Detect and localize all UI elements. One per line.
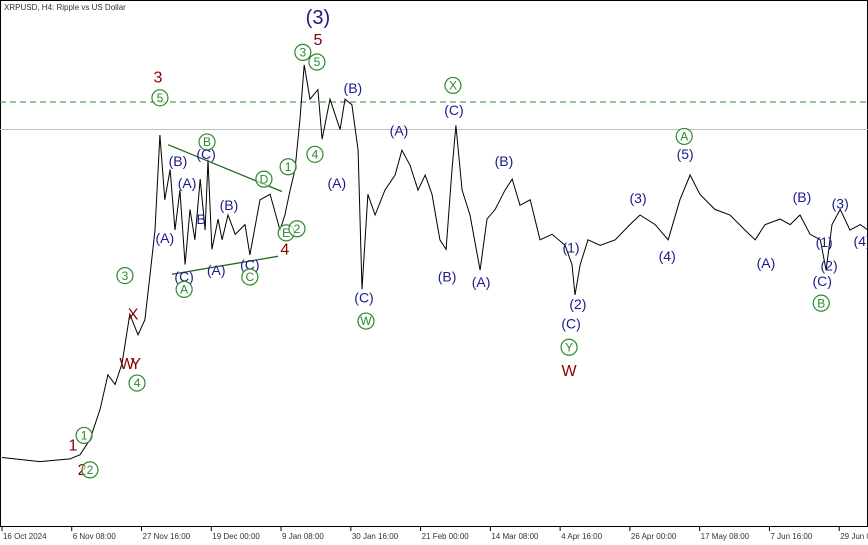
label-circle: [116, 266, 134, 285]
label-circle: [288, 220, 306, 238]
x-tick-label: 14 Mar 08:00: [491, 532, 539, 541]
wave-label: 3: [122, 269, 129, 283]
wave-label: W: [360, 314, 372, 328]
wave-label: (B): [793, 189, 812, 205]
x-tick-label: 9 Jan 08:00: [282, 532, 324, 541]
wave-label: (3): [832, 196, 849, 212]
x-tick-label: 26 Apr 00:00: [631, 532, 677, 541]
trend-line: [171, 255, 279, 275]
wave-label: (4): [854, 233, 868, 249]
wave-label: 1: [285, 160, 292, 174]
wave-label: (3): [306, 7, 330, 29]
wave-label: 2: [294, 222, 301, 236]
x-tick-label: 21 Feb 00:00: [422, 532, 470, 541]
x-tick-label: 27 Nov 16:00: [143, 532, 191, 541]
label-circle: [675, 127, 693, 146]
label-circle: [294, 43, 312, 61]
label-circle: [151, 89, 169, 107]
wave-label: 5: [157, 91, 164, 105]
wave-label: 4: [134, 376, 141, 390]
label-circle: [81, 461, 99, 479]
wave-label: (C): [240, 256, 259, 272]
wave-label: (A): [178, 175, 197, 191]
label-circle: [175, 280, 193, 298]
wave-label: D: [260, 172, 269, 186]
wave-label: (A): [757, 255, 776, 271]
wave-label: (C): [174, 269, 193, 285]
wave-label: (1): [562, 240, 579, 256]
label-circle: [75, 426, 93, 445]
wave-label: (A): [155, 230, 174, 246]
wave-label: (3): [630, 190, 647, 206]
wave-label: 1: [81, 429, 88, 443]
price-line: [1, 64, 868, 463]
wave-label: E: [282, 226, 290, 240]
wave-label: B: [196, 211, 205, 227]
wave-label: (A): [328, 175, 347, 191]
wave-label: (B): [344, 80, 363, 96]
wave-label: (5): [677, 146, 694, 162]
wave-label: (A): [472, 274, 491, 290]
label-circle: [198, 133, 216, 151]
wave-label: 5: [313, 32, 322, 49]
chart-title: XRPUSD, H4: Ripple vs US Dollar: [4, 3, 126, 12]
x-tick-label: 19 Dec 00:00: [212, 532, 260, 541]
wave-label: 5: [314, 55, 321, 69]
wave-label: X: [449, 79, 457, 93]
wave-label: 1: [68, 437, 77, 454]
label-circle: [308, 53, 326, 71]
label-circle: [812, 294, 830, 312]
wave-label: C: [246, 270, 255, 284]
label-circle: [560, 338, 578, 356]
wave-label: (C): [354, 289, 373, 305]
wave-label: W: [119, 356, 135, 373]
wave-label: (B): [169, 153, 188, 169]
x-tick-label: 17 May 08:00: [701, 532, 750, 541]
wave-label: (C): [196, 146, 215, 162]
plot-frame: [0, 0, 868, 527]
wave-label: (B): [438, 269, 457, 285]
wave-label: A: [680, 130, 688, 144]
wave-label: 3: [154, 69, 163, 86]
label-circle: [241, 268, 259, 286]
wave-label: (B): [220, 197, 239, 213]
wave-label: X: [128, 306, 139, 323]
wave-label: (2): [569, 296, 586, 312]
wave-label: 3: [300, 46, 307, 60]
wave-label: Y: [565, 340, 573, 354]
x-tick-label: 29 Jun 0: [840, 532, 868, 541]
wave-label: (C): [812, 273, 831, 289]
label-circle: [128, 374, 146, 392]
x-tick-label: 30 Jan 16:00: [352, 532, 399, 541]
wave-label: 4: [312, 148, 319, 162]
wave-label: Y: [130, 356, 141, 373]
label-circle: [444, 76, 462, 95]
wave-label: (C): [561, 316, 580, 332]
x-tick-label: 7 Jun 16:00: [770, 532, 812, 541]
wave-label: B: [203, 135, 211, 149]
wave-label: (A): [390, 123, 409, 139]
wave-label: (1): [816, 234, 833, 250]
x-tick-label: 16 Oct 2024: [3, 532, 47, 541]
wave-label: (4): [659, 248, 676, 264]
wave-label: (B): [495, 153, 514, 169]
wave-label: (C): [444, 102, 463, 118]
wave-label: B: [817, 296, 825, 310]
wave-label: A: [180, 283, 188, 297]
x-tick-label: 4 Apr 16:00: [561, 532, 602, 541]
label-circle: [255, 170, 273, 188]
x-tick-label: 6 Nov 08:00: [73, 532, 117, 541]
label-circle: [279, 158, 297, 176]
wave-label: 2: [87, 463, 94, 477]
wave-label: (A): [207, 262, 226, 278]
wave-label: 4: [280, 242, 289, 259]
wave-label: (2): [821, 258, 838, 274]
label-circle: [357, 312, 375, 330]
wave-label: W: [562, 363, 578, 380]
label-circle: [306, 145, 324, 163]
